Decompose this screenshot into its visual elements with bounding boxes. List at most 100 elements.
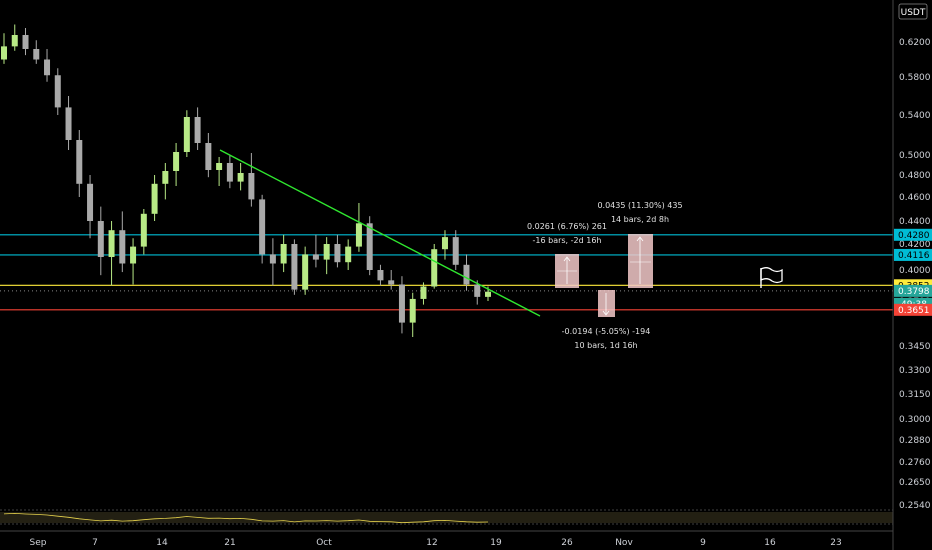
time-tick-label: 14 [156, 538, 168, 548]
price-tick-label: 0.3000 [899, 415, 931, 425]
candle-body [302, 254, 309, 290]
candle-body [76, 140, 83, 184]
price-tick-label: 0.2650 [899, 478, 931, 488]
time-tick-label: 19 [490, 538, 502, 548]
currency-badge[interactable]: USDT [898, 3, 928, 20]
candles-group [1, 24, 491, 337]
candle-body [97, 221, 104, 257]
candle-body [162, 171, 169, 184]
candle-body [345, 246, 352, 263]
candle-body [151, 183, 158, 214]
price-axis-ticks: 0.6200 0.5800 0.5400 0.5000 0.4800 0.4600 0.44… [899, 38, 931, 511]
candle-body [441, 237, 448, 250]
badge-0.4116 [894, 248, 932, 261]
price-tick-label: 0.6200 [899, 38, 931, 48]
candle-body [65, 107, 72, 140]
measure-box-3[interactable] [598, 290, 615, 317]
price-tick-label: 0.4200 [899, 240, 931, 250]
time-axis-ticks: Sep 7 14 21 Oct 12 19 26 Nov 9 16 23 [30, 538, 842, 548]
price-tick-label: 0.2880 [899, 436, 931, 446]
measure-3-line1: -0.0194 (-5.05%) -194 [562, 327, 651, 336]
candle-body [87, 183, 94, 221]
price-tick-label: 0.4400 [899, 217, 931, 227]
candle-body [194, 117, 201, 143]
time-tick-label: 12 [426, 538, 437, 548]
badge-0.4280 [894, 228, 932, 241]
price-tick-label: 0.3300 [899, 366, 931, 376]
price-tick-label: 0.2760 [899, 458, 931, 468]
candle-body [366, 223, 373, 270]
candle-body [409, 298, 416, 323]
measure-2-line1: 0.0435 (11.30%) 435 [597, 201, 682, 210]
candle-body [431, 249, 438, 287]
currency-label: USDT [901, 8, 926, 18]
time-tick-label: Oct [316, 538, 332, 548]
measure-box-2[interactable] [628, 234, 653, 288]
candle-body [248, 173, 255, 200]
candle-body [312, 254, 319, 260]
badge-0.3651-text: 0.3651 [898, 306, 930, 316]
measure-box-1[interactable] [555, 254, 579, 288]
candle-body [108, 230, 115, 257]
time-tick-label: 26 [561, 538, 573, 548]
candle-body [355, 223, 362, 247]
candle-body [119, 230, 126, 264]
measure-1-line1: 0.0261 (6.76%) 261 [527, 222, 607, 231]
candle-body [474, 284, 481, 297]
candle-body [130, 246, 137, 264]
candle-body [259, 199, 266, 255]
candle-body [237, 173, 244, 182]
price-tick-label: 0.5400 [899, 111, 931, 121]
time-tick-label: 9 [700, 538, 706, 548]
price-axis-area [893, 0, 932, 550]
candle-body [485, 291, 491, 297]
candle-body [323, 244, 330, 260]
candle-body [334, 244, 341, 263]
candle-body [463, 264, 470, 285]
price-tick-label: 0.3450 [899, 342, 931, 352]
candle-body [11, 35, 18, 47]
badge-0.4280-text: 0.4280 [898, 231, 930, 241]
badge-0.4116-text: 0.4116 [898, 251, 930, 261]
measure-3-line2: 10 bars, 1d 16h [574, 341, 637, 350]
time-tick-label: 21 [224, 538, 235, 548]
measure-2-line2: 14 bars, 2d 8h [611, 215, 669, 224]
price-tick-label: 0.4000 [899, 266, 931, 276]
candle-body [388, 280, 395, 285]
badge-0.3651 [894, 303, 932, 316]
candle-body [377, 270, 384, 281]
price-tick-label: 0.5000 [899, 151, 931, 161]
descending-trendline[interactable] [219, 149, 541, 317]
candle-body [226, 163, 233, 182]
measure-1-line2: -16 bars, -2d 16h [533, 236, 602, 245]
candle-body [173, 152, 180, 171]
candle-body [280, 244, 287, 264]
candle-body [183, 117, 190, 152]
candle-body [33, 49, 40, 60]
time-tick-label: 23 [830, 538, 841, 548]
price-tick-label: 0.5800 [899, 73, 931, 83]
badge-last-price [894, 284, 932, 297]
price-tick-label: 0.3150 [899, 390, 931, 400]
flag-icon[interactable] [760, 267, 783, 288]
candle-body [140, 213, 147, 247]
candle-body [452, 237, 459, 265]
candle-body [398, 284, 405, 323]
time-tick-label: Sep [30, 538, 47, 548]
candle-body [22, 35, 29, 49]
oscillator-panel [0, 509, 893, 529]
candle-body [269, 254, 276, 264]
time-tick-label: Nov [615, 538, 633, 548]
candle-body [1, 46, 7, 60]
time-tick-label: 16 [764, 538, 776, 548]
candle-body [216, 163, 223, 170]
candle-body [44, 59, 51, 76]
time-tick-label: 7 [92, 538, 98, 548]
price-tick-label: 0.2540 [899, 501, 931, 511]
candle-body [291, 244, 298, 290]
price-tick-label: 0.4800 [899, 171, 931, 181]
candle-body [420, 286, 427, 299]
badge-last-price-text: 0.3798 [898, 287, 930, 297]
